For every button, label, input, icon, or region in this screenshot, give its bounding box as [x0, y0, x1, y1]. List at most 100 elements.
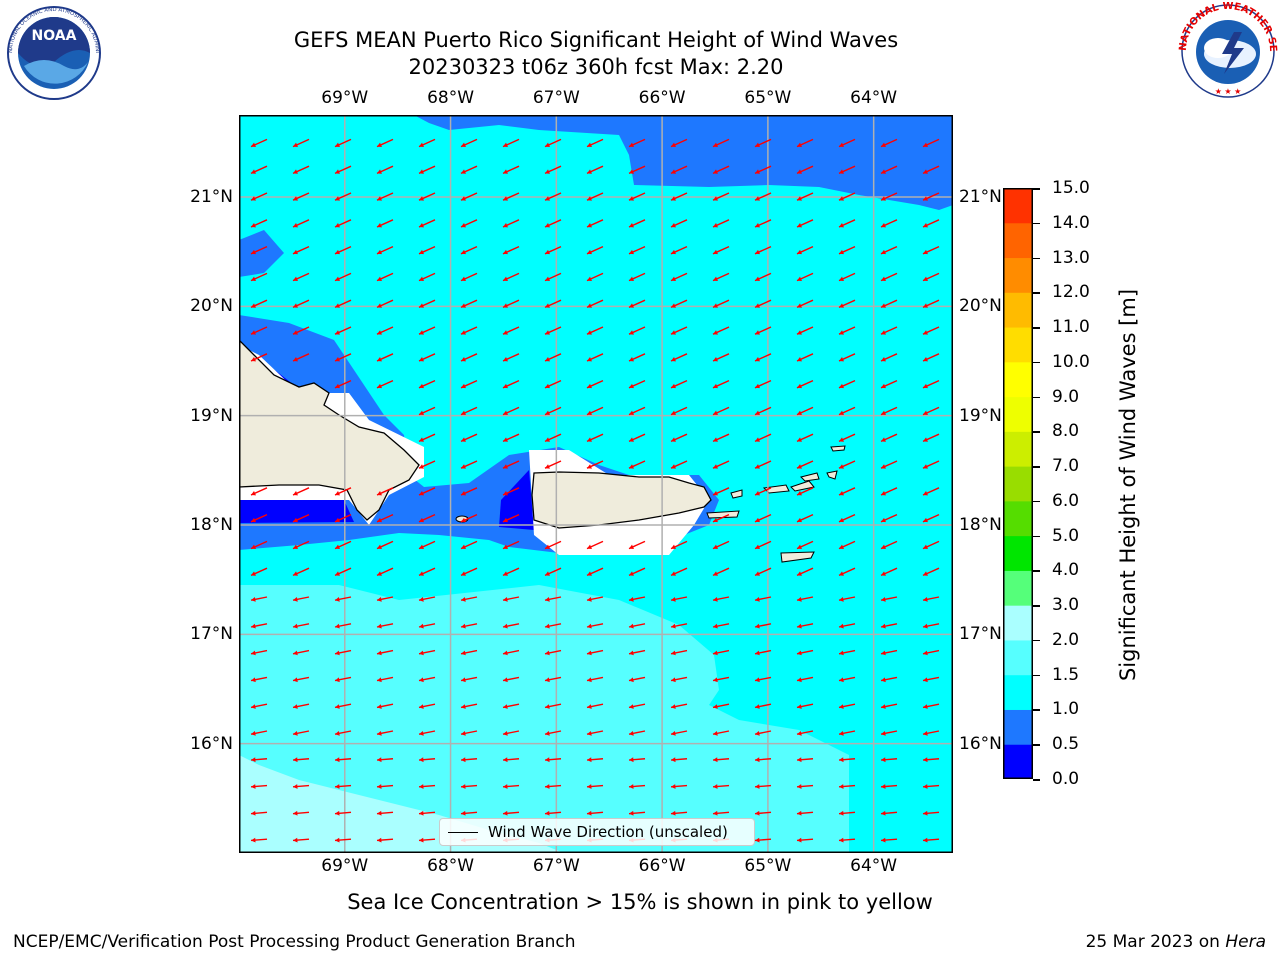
- wave-direction-arrow: [796, 165, 814, 175]
- wave-direction-arrow: [712, 623, 730, 629]
- wave-direction-arrow: [712, 245, 730, 255]
- wave-direction-arrow: [376, 703, 394, 709]
- wave-direction-arrow: [838, 757, 856, 763]
- wave-direction-arrow: [502, 192, 520, 201]
- wave-direction-arrow: [712, 676, 730, 683]
- wave-direction-arrow: [712, 784, 730, 789]
- wave-direction-arrow: [922, 623, 940, 629]
- wave-direction-arrow: [376, 730, 394, 736]
- wave-direction-arrow: [796, 540, 814, 550]
- wave-direction-arrow: [376, 623, 394, 629]
- wave-band-0.5-1.0-west: [239, 230, 284, 277]
- wave-direction-arrow: [334, 379, 352, 389]
- wave-direction-arrow: [754, 138, 772, 148]
- wave-direction-arrow: [376, 757, 394, 763]
- wave-direction-arrow: [796, 676, 814, 683]
- wave-direction-arrow: [922, 353, 940, 362]
- wave-direction-arrow: [880, 165, 898, 175]
- wave-direction-arrow: [922, 138, 940, 148]
- wave-direction-arrow: [712, 353, 730, 362]
- wave-direction-arrow: [712, 649, 730, 656]
- wave-direction-arrow: [250, 326, 268, 335]
- wave-direction-arrow: [250, 596, 268, 602]
- wave-direction-arrow: [250, 487, 268, 496]
- wave-direction-arrow: [334, 540, 352, 550]
- wave-direction-arrow: [250, 649, 268, 656]
- wave-direction-arrow: [670, 567, 688, 577]
- wave-direction-arrow: [670, 433, 688, 443]
- wave-direction-arrow: [250, 540, 268, 550]
- wave-direction-arrow: [418, 487, 436, 496]
- colorbar-tick-label: 15.0: [1052, 178, 1090, 198]
- wave-direction-arrow: [502, 460, 520, 469]
- wave-direction-arrow: [754, 649, 772, 656]
- wave-direction-arrow: [754, 596, 772, 602]
- wave-direction-arrow: [712, 567, 730, 577]
- wave-direction-arrow: [460, 272, 478, 282]
- wave-direction-arrow: [670, 757, 688, 763]
- chart-title: GEFS MEAN Puerto Rico Significant Height…: [293, 28, 899, 52]
- wave-direction-arrow: [250, 192, 268, 201]
- colorbar-tick-label: 1.5: [1052, 664, 1080, 685]
- colorbar-segment: [1003, 570, 1033, 606]
- wave-direction-arrow: [838, 379, 856, 389]
- wave-direction-arrow: [796, 567, 814, 577]
- wave-direction-arrow: [880, 433, 898, 443]
- wave-direction-arrow: [586, 540, 604, 550]
- lon-label-bottom: 68°W: [427, 856, 475, 876]
- wave-direction-arrow: [250, 353, 268, 362]
- wave-direction-arrow: [922, 326, 940, 335]
- wave-direction-arrow: [292, 299, 310, 309]
- wave-direction-arrow: [460, 353, 478, 362]
- wave-direction-arrow: [754, 272, 772, 282]
- wave-direction-arrow: [838, 784, 856, 789]
- wave-direction-arrow: [880, 676, 898, 683]
- wave-direction-arrow: [670, 730, 688, 736]
- wave-direction-arrow: [586, 138, 604, 148]
- svg-text:★ ★ ★: ★ ★ ★: [1215, 87, 1242, 96]
- wave-direction-arrow: [838, 433, 856, 443]
- wave-direction-arrow: [460, 379, 478, 389]
- wave-direction-arrow: [250, 138, 268, 148]
- wave-direction-arrow: [334, 676, 352, 683]
- wave-direction-arrow: [586, 730, 604, 736]
- island-culebra: [730, 489, 743, 499]
- date-stamp: 25 Mar 2023 on Hera: [1086, 932, 1266, 952]
- wave-direction-arrow: [880, 245, 898, 255]
- wave-direction-arrow: [418, 703, 436, 709]
- wave-direction-arrow: [880, 460, 898, 469]
- wave-direction-arrow: [418, 513, 436, 523]
- wave-direction-arrow: [922, 596, 940, 602]
- wave-direction-arrow: [250, 784, 268, 789]
- wave-direction-arrow: [292, 272, 310, 282]
- wave-direction-arrow: [754, 433, 772, 443]
- wave-direction-arrow: [544, 703, 562, 709]
- wave-direction-arrow: [922, 513, 940, 523]
- map-border: [239, 115, 953, 853]
- wave-direction-arrow: [922, 406, 940, 416]
- colorbar-segment: [1003, 327, 1033, 363]
- wave-direction-arrow: [544, 730, 562, 736]
- wave-direction-arrow: [838, 353, 856, 362]
- wave-direction-arrow: [460, 192, 478, 201]
- wave-direction-arrow: [544, 433, 562, 443]
- wave-direction-arrow: [376, 487, 394, 496]
- wave-direction-arrow: [712, 810, 730, 816]
- wave-direction-arrow: [880, 138, 898, 148]
- wave-direction-arrow: [880, 837, 898, 843]
- wave-direction-arrow: [418, 165, 436, 175]
- wave-direction-arrow: [460, 487, 478, 496]
- wave-direction-arrow: [334, 567, 352, 577]
- wave-direction-arrow: [460, 810, 478, 816]
- wave-direction-arrow: [922, 676, 940, 683]
- wave-direction-arrow: [838, 596, 856, 602]
- colorbar-tick: [1033, 535, 1040, 538]
- wave-direction-arrow: [796, 757, 814, 763]
- wave-direction-arrow: [292, 138, 310, 148]
- wave-direction-arrow: [670, 676, 688, 683]
- lat-label-right: 21°N: [959, 187, 1002, 207]
- wave-direction-arrow: [880, 219, 898, 228]
- colorbar-segment: [1003, 257, 1033, 293]
- wave-direction-arrow: [670, 810, 688, 816]
- wave-direction-arrow: [880, 623, 898, 629]
